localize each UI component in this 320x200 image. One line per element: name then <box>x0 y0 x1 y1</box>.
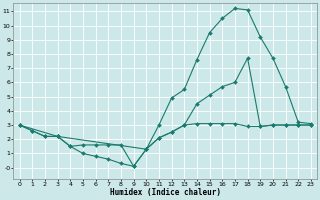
X-axis label: Humidex (Indice chaleur): Humidex (Indice chaleur) <box>110 188 221 197</box>
